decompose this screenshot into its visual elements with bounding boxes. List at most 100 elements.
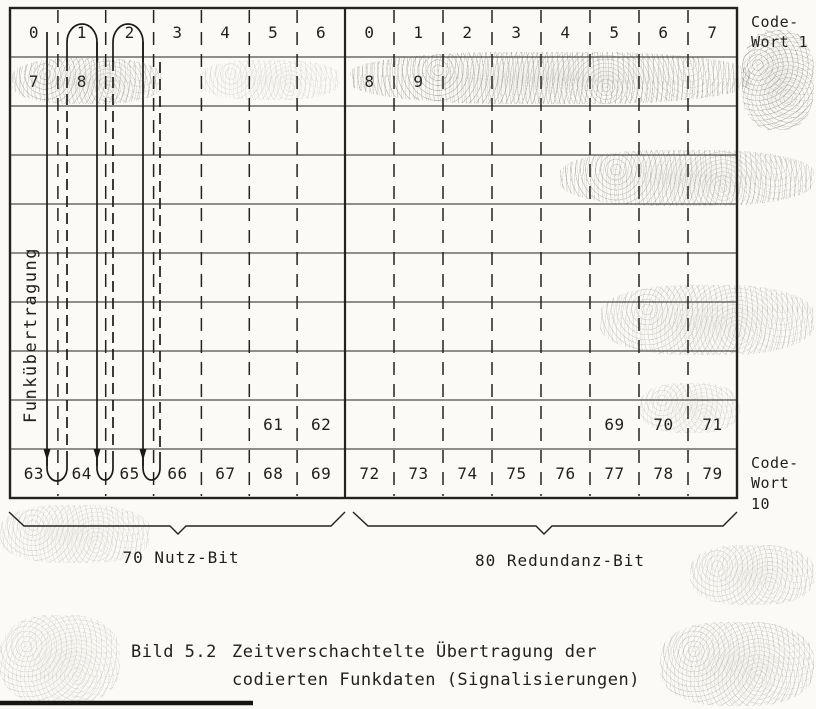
- bit-cell: [154, 106, 202, 155]
- bit-cell: [394, 204, 443, 253]
- bit-cell: 1: [76, 23, 87, 42]
- bit-cell: [10, 155, 58, 204]
- bit-cell: [58, 400, 106, 449]
- bit-cell: 0: [28, 23, 39, 42]
- bit-cell: [297, 302, 345, 351]
- bit-cell: 5: [268, 23, 279, 42]
- bit-cell: [345, 253, 394, 302]
- bit-cell: [154, 351, 202, 400]
- bit-cell: [154, 302, 202, 351]
- bit-cell: [345, 155, 394, 204]
- bit-cell: [297, 155, 345, 204]
- row-lines: [10, 56, 737, 450]
- bit-cell: 8: [76, 72, 87, 91]
- bit-cell: 65: [119, 464, 140, 483]
- bit-cell: 9: [413, 72, 424, 91]
- bit-cell: [154, 253, 202, 302]
- bit-cell: [58, 106, 106, 155]
- path-arrowheads: [43, 449, 147, 461]
- bit-cell: [106, 155, 154, 204]
- bit-cell: [541, 106, 590, 155]
- bit-cell: [688, 351, 737, 400]
- bit-cell: [492, 400, 541, 449]
- bit-cell: 4: [220, 23, 231, 42]
- bit-cell: 4: [560, 23, 571, 42]
- bit-cell: [492, 302, 541, 351]
- bit-cell: [345, 351, 394, 400]
- bit-cell: [201, 204, 249, 253]
- bottom-u-turn-3: [142, 452, 161, 481]
- bit-cell: 67: [215, 464, 236, 483]
- nutz-bit-table: 0 1 2 3 4 5 6 7 8 61 62 63 64 65 66 67 68 69: [10, 8, 345, 498]
- bit-cell: [639, 204, 688, 253]
- bit-cell: [154, 204, 202, 253]
- bit-cell: [394, 155, 443, 204]
- bit-cell: [201, 106, 249, 155]
- bottom-u-turn-2: [96, 452, 114, 481]
- bit-cell: [443, 204, 492, 253]
- bit-cell: [443, 155, 492, 204]
- bit-cell: [541, 204, 590, 253]
- figure-caption-line1: Zeitverschachtelte Übertragung der: [232, 642, 597, 662]
- bit-cell: 66: [167, 464, 188, 483]
- arrowhead-bit64: [93, 449, 101, 461]
- brace-redundanz-bit: [352, 511, 738, 535]
- bit-cell: [10, 106, 58, 155]
- bit-cell: [492, 106, 541, 155]
- bit-cell: 72: [359, 464, 380, 483]
- bit-cell: [297, 351, 345, 400]
- bit-cell: 8: [364, 72, 375, 91]
- interleave-path: [43, 23, 161, 482]
- bit-cell: [106, 106, 154, 155]
- bit-cell: 76: [555, 464, 576, 483]
- bit-cell: [590, 155, 639, 204]
- bit-cell: [688, 155, 737, 204]
- top-loop-arc-2: [112, 23, 144, 62]
- figure-number: Bild 5.2: [131, 642, 217, 662]
- bit-cell: 71: [702, 415, 723, 434]
- bit-cell: [394, 106, 443, 155]
- brace-nutz-bit: [8, 511, 346, 535]
- bit-cell: [345, 302, 394, 351]
- bit-cell: [201, 400, 249, 449]
- bit-cell: [345, 106, 394, 155]
- bit-cell: [541, 57, 590, 106]
- bit-cell: [590, 351, 639, 400]
- bit-cell: [58, 302, 106, 351]
- bit-cell: [394, 253, 443, 302]
- bit-cell: [443, 400, 492, 449]
- bit-cell: [639, 302, 688, 351]
- bit-cell: 79: [702, 464, 723, 483]
- funkuebertragung-label: Funkübertragung: [21, 246, 41, 424]
- bit-cell: [154, 155, 202, 204]
- bit-cell: 73: [408, 464, 429, 483]
- bit-cell: [345, 400, 394, 449]
- bit-cell: [106, 57, 154, 106]
- bit-cell: [106, 400, 154, 449]
- bit-cell: [639, 351, 688, 400]
- bit-cell: [201, 155, 249, 204]
- bit-cell: [590, 106, 639, 155]
- bit-cell: [688, 106, 737, 155]
- bit-cell: 6: [316, 23, 327, 42]
- bit-cell: [58, 204, 106, 253]
- bit-cell: 69: [310, 464, 332, 483]
- bit-cell: [249, 106, 297, 155]
- bit-cell: [249, 204, 297, 253]
- bit-cell: [106, 302, 154, 351]
- bit-cell: [688, 253, 737, 302]
- bit-cell: [249, 155, 297, 204]
- bit-cell: 64: [71, 464, 92, 483]
- bit-cell: [443, 253, 492, 302]
- bit-cell: [639, 253, 688, 302]
- table-grid: [8, 6, 739, 500]
- bit-cell: 2: [462, 23, 473, 42]
- bit-cell: [688, 302, 737, 351]
- bit-cell: [154, 400, 202, 449]
- bottom-u-turn-1: [46, 452, 68, 482]
- bit-cell: [249, 253, 297, 302]
- bit-cell: [590, 204, 639, 253]
- bit-cell: 70: [653, 415, 674, 434]
- bit-cell: 3: [511, 23, 522, 42]
